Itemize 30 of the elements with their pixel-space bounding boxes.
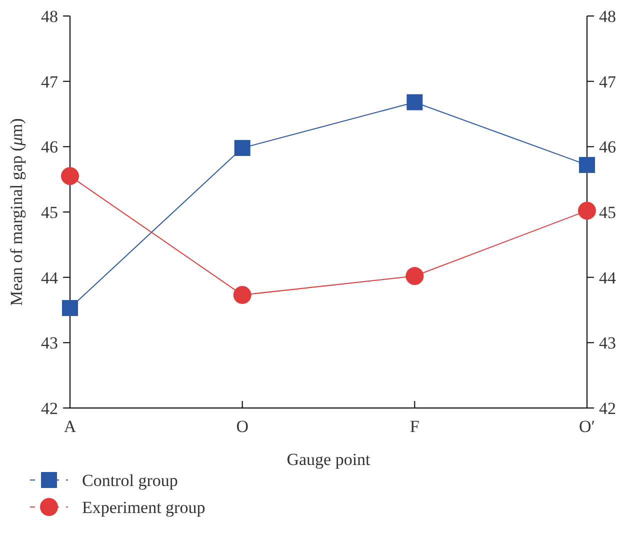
- point: [406, 94, 423, 110]
- y-tick-label: 45: [41, 202, 58, 222]
- x-tick-label: F: [410, 417, 420, 436]
- y-tick-label: 42: [41, 398, 58, 418]
- x-tick-label: A: [64, 417, 77, 436]
- y2-tick-label: 42: [599, 398, 616, 418]
- x-tick-label: O: [236, 417, 248, 436]
- y-axis-title: Mean of marginal gap (μm): [7, 118, 26, 306]
- x-tick-label: O′: [579, 417, 595, 436]
- point: [233, 286, 252, 304]
- point: [62, 300, 78, 316]
- x-axis-title: Gauge point: [286, 450, 371, 469]
- y2-tick-label: 48: [599, 6, 616, 26]
- y2-tick-label: 47: [599, 72, 616, 92]
- point: [406, 267, 424, 286]
- legend-label: Experiment group: [82, 498, 206, 517]
- point: [579, 156, 595, 173]
- y2-tick-label: 46: [599, 138, 616, 157]
- point: [61, 167, 79, 186]
- y-tick-label: 43: [41, 334, 58, 353]
- y-tick-label: 44: [41, 268, 58, 288]
- y-tick-label: 48: [41, 6, 58, 26]
- y-tick-label: 47: [41, 72, 58, 92]
- y-tick-label: 46: [41, 138, 58, 157]
- legend-label: Control group: [82, 470, 178, 490]
- point: [234, 140, 250, 156]
- y2-tick-label: 44: [599, 268, 616, 288]
- y2-tick-label: 43: [599, 334, 616, 353]
- point: [578, 202, 596, 220]
- y2-tick-label: 45: [599, 202, 616, 222]
